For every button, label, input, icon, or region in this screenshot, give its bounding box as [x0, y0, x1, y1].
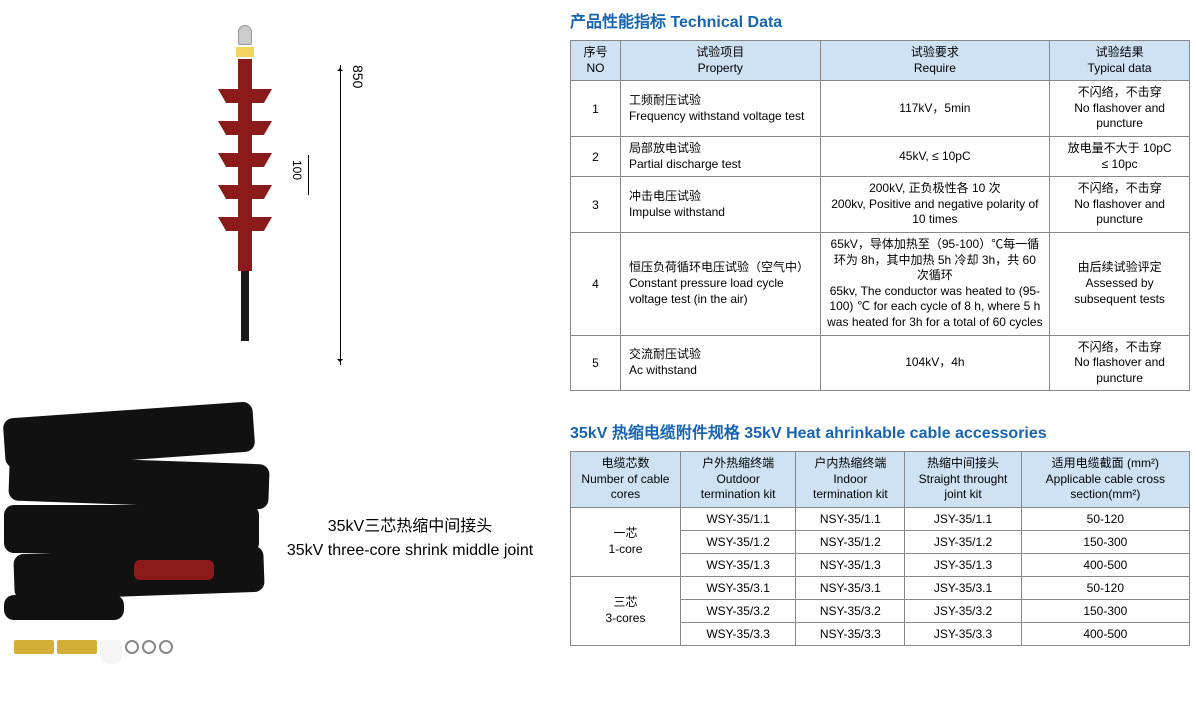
cell-result: 不闪络，不击穿No flashover and puncture [1050, 81, 1190, 137]
th-joint: 热缩中间接头Straight throught joint kit [905, 452, 1021, 508]
cell-result: 放电量不大于 10pC≤ 10pc [1050, 136, 1190, 176]
table-row: 一芯1-coreWSY-35/1.1NSY-35/1.1JSY-35/1.150… [571, 508, 1190, 531]
cell-result: 不闪络，不击穿No flashover and puncture [1050, 335, 1190, 391]
acc-title: 35kV 热缩电缆附件规格 35kV Heat ahrinkable cable… [570, 419, 1190, 443]
tube-shape [8, 455, 269, 509]
cell-outdoor: WSY-35/1.1 [680, 508, 795, 531]
cell-outdoor: WSY-35/1.3 [680, 554, 795, 577]
table-row: 三芯3-coresWSY-35/3.1NSY-35/3.1JSY-35/3.15… [571, 577, 1190, 600]
cell-section: 150-300 [1021, 600, 1189, 623]
yellow-band [236, 47, 254, 57]
th-require: 试验要求Require [820, 41, 1050, 81]
ring-icon [142, 640, 156, 654]
dim-label-100: 100 [290, 160, 304, 180]
tube-shape [4, 505, 259, 553]
table-row: 4恒压负荷循环电压试验（空气中）Constant pressure load c… [571, 232, 1190, 335]
table-row: 5交流耐压试验Ac withstand104kV，4h不闪络，不击穿No fla… [571, 335, 1190, 391]
cell-no: 2 [571, 136, 621, 176]
stem-bottom [238, 231, 252, 271]
cell-cores: 三芯3-cores [571, 577, 681, 646]
accessory-kit [14, 640, 173, 664]
product-photo [4, 400, 274, 700]
cell-section: 400-500 [1021, 554, 1189, 577]
product-caption: 35kV三芯热缩中间接头 35kV three-core shrink midd… [280, 515, 540, 563]
shed-icon [218, 121, 272, 135]
cell-indoor: NSY-35/1.1 [796, 508, 905, 531]
cell-indoor: NSY-35/1.2 [796, 531, 905, 554]
cable-tail [241, 271, 249, 341]
cell-no: 1 [571, 81, 621, 137]
cell-joint: JSY-35/3.1 [905, 577, 1021, 600]
red-tube [134, 560, 214, 580]
ring-icon [125, 640, 139, 654]
left-column: 850 100 35kV三芯热缩中间接头 35kV three-core shr… [0, 0, 560, 706]
cell-require: 117kV，5min [820, 81, 1050, 137]
cell-outdoor: WSY-35/3.3 [680, 623, 795, 646]
shed-icon [218, 185, 272, 199]
th-property: 试验项目Property [620, 41, 820, 81]
cell-section: 50-120 [1021, 577, 1189, 600]
accessories-table: 电缆芯数Number of cable cores 户外热缩终端Outdoor … [570, 451, 1190, 646]
cable-lug [238, 25, 252, 45]
cell-indoor: NSY-35/1.3 [796, 554, 905, 577]
cell-result: 不闪络，不击穿No flashover and puncture [1050, 177, 1190, 233]
table-row: 3冲击电压试验Impulse withstand200kV, 正负极性各 10 … [571, 177, 1190, 233]
cell-joint: JSY-35/3.3 [905, 623, 1021, 646]
cell-property: 交流耐压试验Ac withstand [620, 335, 820, 391]
cell-section: 150-300 [1021, 531, 1189, 554]
cell-indoor: NSY-35/3.1 [796, 577, 905, 600]
ring-icon [159, 640, 173, 654]
terminator-shape [230, 25, 260, 341]
th-indoor: 户内热缩终端Indoor termination kit [796, 452, 905, 508]
cell-joint: JSY-35/1.3 [905, 554, 1021, 577]
cell-section: 50-120 [1021, 508, 1189, 531]
th-no: 序号NO [571, 41, 621, 81]
cell-cores: 一芯1-core [571, 508, 681, 577]
right-column: 产品性能指标 Technical Data 序号NO 试验项目Property … [570, 8, 1190, 646]
cell-indoor: NSY-35/3.2 [796, 600, 905, 623]
caption-zh: 35kV三芯热缩中间接头 [280, 515, 540, 539]
cell-no: 3 [571, 177, 621, 233]
th-cores: 电缆芯数Number of cable cores [571, 452, 681, 508]
cell-require: 200kV, 正负极性各 10 次200kv, Positive and neg… [820, 177, 1050, 233]
cell-section: 400-500 [1021, 623, 1189, 646]
shed-icon [218, 217, 272, 231]
table-row: 2局部放电试验Partial discharge test45kV, ≤ 10p… [571, 136, 1190, 176]
cell-outdoor: WSY-35/3.1 [680, 577, 795, 600]
cell-indoor: NSY-35/3.3 [796, 623, 905, 646]
th-result: 试验结果Typical data [1050, 41, 1190, 81]
cell-no: 4 [571, 232, 621, 335]
cell-outdoor: WSY-35/3.2 [680, 600, 795, 623]
table-row: 1工频耐压试验Frequency withstand voltage test1… [571, 81, 1190, 137]
th-section: 适用电缆截面 (mm²)Applicable cable cross secti… [1021, 452, 1189, 508]
shed-icon [218, 89, 272, 103]
cell-result: 由后续试验评定Assessed by subsequent tests [1050, 232, 1190, 335]
cell-joint: JSY-35/1.1 [905, 508, 1021, 531]
dim-label-850: 850 [350, 65, 366, 88]
cell-require: 45kV, ≤ 10pC [820, 136, 1050, 176]
cell-property: 局部放电试验Partial discharge test [620, 136, 820, 176]
cell-require: 104kV，4h [820, 335, 1050, 391]
technical-data-table: 序号NO 试验项目Property 试验要求Require 试验结果Typica… [570, 40, 1190, 391]
cell-property: 工频耐压试验Frequency withstand voltage test [620, 81, 820, 137]
cell-joint: JSY-35/1.2 [905, 531, 1021, 554]
caption-en: 35kV three-core shrink middle joint [280, 539, 540, 563]
cell-joint: JSY-35/3.2 [905, 600, 1021, 623]
th-outdoor: 户外热缩终端Outdoor termination kit [680, 452, 795, 508]
tube-shape [4, 595, 124, 620]
tech-title: 产品性能指标 Technical Data [570, 8, 1190, 32]
dim-arrow-850 [340, 65, 341, 365]
shed-icon [218, 153, 272, 167]
cell-property: 冲击电压试验Impulse withstand [620, 177, 820, 233]
cell-property: 恒压负荷循环电压试验（空气中）Constant pressure load cy… [620, 232, 820, 335]
cell-outdoor: WSY-35/1.2 [680, 531, 795, 554]
stem-top [238, 59, 252, 89]
dim-arrow-100 [308, 155, 309, 195]
cell-require: 65kV，导体加热至（95-100）℃每一循环为 8h，其中加热 5h 冷却 3… [820, 232, 1050, 335]
shed-stack [230, 89, 260, 231]
glove-icon [100, 640, 122, 664]
cell-no: 5 [571, 335, 621, 391]
termination-diagram: 850 100 [150, 25, 350, 385]
